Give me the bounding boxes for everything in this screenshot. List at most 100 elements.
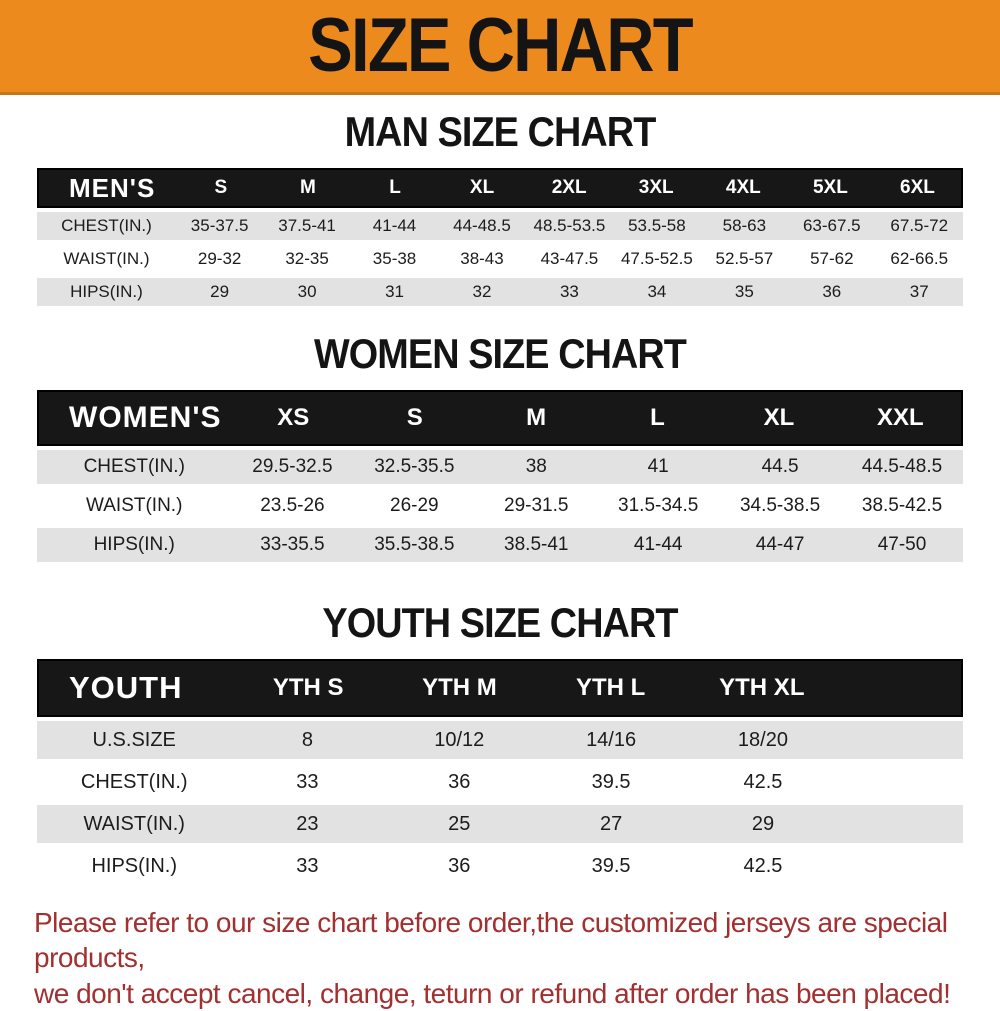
measurement-value: 35	[734, 282, 754, 301]
measurement-value: 38-43	[460, 249, 504, 268]
size-column-header: 4XL	[725, 177, 761, 198]
measurement-label: CHEST(IN.)	[80, 770, 188, 793]
size-table-header-row: WOMEN'S XS S M L XL XXL	[37, 390, 963, 446]
measurement-value: 43-47.5	[540, 249, 599, 268]
measurement-value: 27	[599, 812, 623, 835]
measurement-value: 63-67.5	[802, 216, 861, 235]
measurement-value: 41-44	[633, 534, 683, 555]
table-group-label: MEN'S	[69, 172, 156, 203]
size-column-header: S	[214, 177, 228, 198]
measurement-row: HIPS(IN.) 29 30 31 32 33 34 35 36 37	[37, 278, 963, 306]
measurement-value: 10/12	[434, 728, 485, 751]
size-column-header: 6XL	[900, 177, 935, 198]
youth-size-chart-heading: YOUTH SIZE CHART	[322, 599, 678, 646]
size-column-header: YTH S	[272, 674, 344, 701]
measurement-row: WAIST(IN.) 23 25 27 29	[37, 805, 963, 843]
measurement-value: 29-31.5	[504, 495, 569, 516]
measurement-value: 47.5-52.5	[620, 249, 693, 268]
size-column-header: YTH XL	[719, 674, 805, 701]
size-column-header: XL	[469, 177, 495, 198]
banner-title: SIZE CHART	[308, 3, 693, 88]
footer-disclaimer-line1: Please refer to our size chart before or…	[34, 907, 948, 974]
size-column-header: M	[300, 177, 316, 198]
measurement-row: WAIST(IN.) 29-32 32-35 35-38 38-43 43-47.5 47.…	[37, 245, 963, 273]
measurement-label: CHEST(IN.)	[61, 216, 152, 235]
measurement-value: 42.5	[743, 854, 783, 877]
measurement-value: 31.5-34.5	[618, 495, 699, 516]
measurement-label: HIPS(IN.)	[93, 534, 175, 555]
measurement-value: 39.5	[591, 854, 631, 877]
size-column-header: XXL	[876, 404, 924, 431]
size-column-header: YTH M	[422, 674, 497, 701]
measurement-value: 34	[647, 282, 667, 301]
measurement-value: 36	[448, 770, 471, 793]
measurement-value: 33	[296, 854, 319, 877]
measurement-row: U.S.SIZE 8 10/12 14/16 18/20	[37, 721, 963, 759]
men-size-table: MEN'S S M L XL 2XL 3XL 4XL 5XL 6XL CHEST(IN.) 35-37…	[37, 168, 963, 306]
measurement-row: HIPS(IN.) 33 36 39.5 42.5	[37, 847, 963, 885]
measurement-label: HIPS(IN.)	[91, 854, 177, 877]
measurement-label: WAIST(IN.)	[63, 249, 150, 268]
measurement-value: 62-66.5	[890, 249, 949, 268]
measurement-value: 34.5-38.5	[739, 495, 821, 516]
measurement-value: 35-37.5	[190, 216, 249, 235]
measurement-value: 18/20	[737, 728, 788, 751]
size-column-header: 5XL	[812, 177, 848, 198]
size-column-header: L	[650, 404, 665, 431]
measurement-value: 57-62	[810, 249, 854, 268]
measurement-label: WAIST(IN.)	[86, 495, 183, 516]
size-column-header: XS	[277, 404, 310, 431]
size-column-header: YTH L	[575, 674, 646, 701]
measurement-value: 25	[448, 812, 471, 835]
measurement-value: 36	[448, 854, 471, 877]
size-column-header: S	[406, 404, 423, 431]
measurement-value: 39.5	[591, 770, 631, 793]
youth-size-table: YOUTH YTH S YTH M YTH L YTH XL U.S.SIZE 8 10/12…	[37, 659, 963, 885]
measurement-value: 29	[210, 282, 230, 301]
size-column-header: 2XL	[551, 177, 587, 198]
measurement-value: 44-47	[755, 534, 805, 555]
measurement-value: 47-50	[877, 534, 927, 555]
measurement-value: 35-38	[372, 249, 417, 268]
measurement-value: 29-32	[197, 249, 242, 268]
measurement-value: 67.5-72	[890, 216, 949, 235]
measurement-value: 30	[297, 282, 317, 301]
size-column-header: 3XL	[638, 177, 674, 198]
measurement-value: 32.5-35.5	[374, 456, 455, 477]
measurement-value: 53.5-58	[628, 216, 686, 235]
size-chart-banner: SIZE CHART	[0, 0, 1000, 95]
measurement-row: CHEST(IN.) 29.5-32.5 32.5-35.5 38 41 44.5 44.5…	[37, 450, 963, 484]
women-size-chart-heading: WOMEN SIZE CHART	[314, 330, 687, 377]
footer-disclaimer: Please refer to our size chart before or…	[34, 905, 1000, 1011]
man-size-chart-heading: MAN SIZE CHART	[344, 108, 657, 155]
measurement-value: 44.5-48.5	[861, 456, 943, 477]
size-column-header: M	[526, 404, 547, 431]
measurement-value: 23.5-26	[260, 495, 325, 516]
size-column-header: XL	[763, 404, 795, 431]
size-table-header-row: MEN'S S M L XL 2XL 3XL 4XL 5XL 6XL	[37, 168, 963, 208]
measurement-label: HIPS(IN.)	[70, 282, 143, 301]
measurement-value: 33	[296, 770, 319, 793]
measurement-value: 38.5-42.5	[861, 495, 943, 516]
measurement-value: 32-35	[285, 249, 329, 268]
measurement-value: 8	[301, 728, 313, 751]
measurement-value: 29.5-32.5	[252, 456, 333, 477]
measurement-value: 35.5-38.5	[374, 534, 455, 555]
measurement-row: CHEST(IN.) 35-37.5 37.5-41 41-44 44-48.5 48.5…	[37, 212, 963, 240]
measurement-value: 29	[751, 812, 775, 835]
measurement-value: 38.5-41	[504, 534, 569, 555]
measurement-label: U.S.SIZE	[92, 728, 176, 751]
measurement-value: 31	[385, 282, 404, 301]
measurement-value: 42.5	[743, 770, 783, 793]
measurement-label: CHEST(IN.)	[83, 456, 185, 477]
footer-disclaimer-line2: we don't accept cancel, change, teturn o…	[34, 977, 951, 1009]
measurement-value: 48.5-53.5	[533, 216, 606, 235]
measurement-value: 37	[909, 282, 929, 301]
measurement-value: 32	[472, 282, 492, 301]
size-column-header: L	[389, 177, 401, 198]
measurement-value: 41-44	[372, 216, 417, 235]
table-group-label: WOMEN'S	[69, 401, 222, 434]
measurement-value: 33-35.5	[260, 534, 325, 555]
measurement-value: 44-48.5	[453, 216, 511, 235]
women-size-table: WOMEN'S XS S M L XL XXL CHEST(IN.) 29.5-32.5 32.5…	[37, 390, 963, 562]
